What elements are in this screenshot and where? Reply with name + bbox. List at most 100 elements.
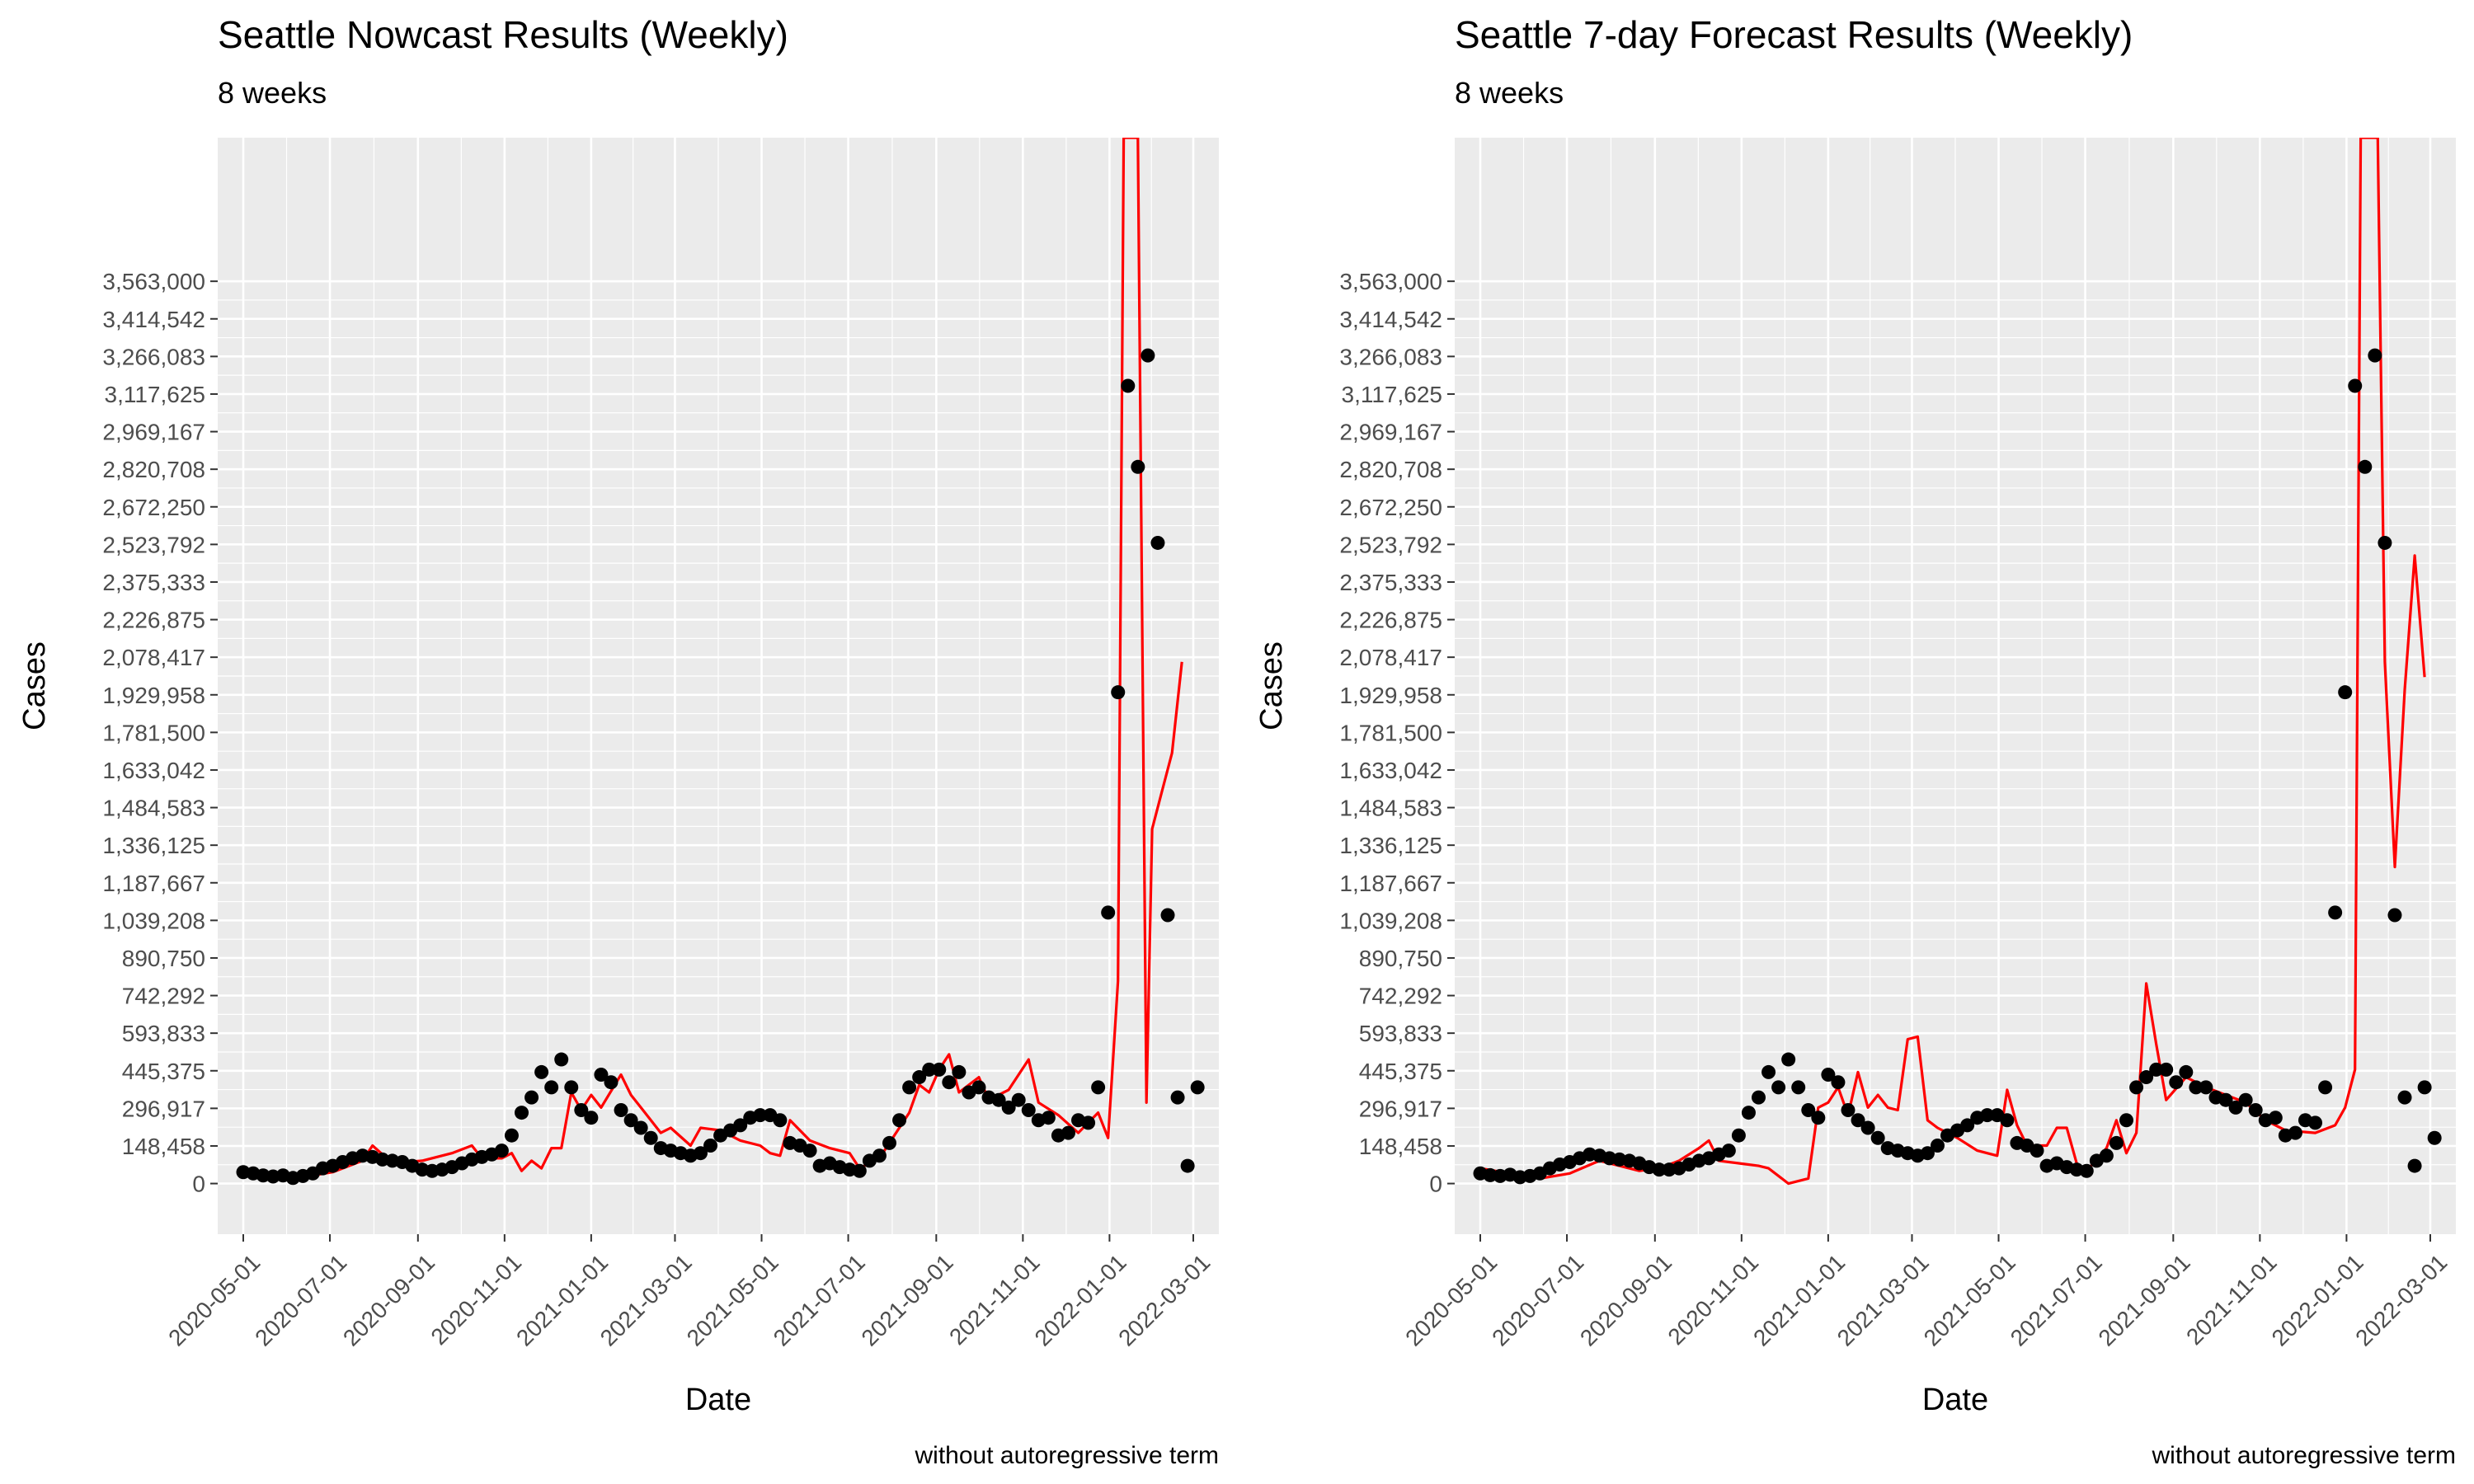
data-point [2238, 1092, 2253, 1107]
data-point [1841, 1102, 1856, 1117]
data-point [922, 1062, 937, 1077]
y-tick-label: 2,523,792 [1339, 532, 1442, 557]
data-point [614, 1102, 628, 1117]
y-tick-label: 148,458 [1359, 1134, 1442, 1159]
data-point [1041, 1111, 1056, 1125]
data-point [2397, 1090, 2412, 1105]
x-tick-label: 2021-11-01 [944, 1249, 1045, 1350]
data-point [1960, 1118, 1975, 1133]
y-tick-label: 3,563,000 [1339, 269, 1442, 294]
data-point [1741, 1106, 1756, 1120]
x-tick-label: 2022-03-01 [1113, 1249, 1215, 1350]
data-point [534, 1064, 549, 1079]
data-point [1781, 1052, 1796, 1067]
data-point [2407, 1158, 2422, 1173]
y-tick-label: 1,336,125 [1339, 833, 1442, 858]
data-point [504, 1128, 519, 1143]
y-tick-label: 3,414,542 [1339, 307, 1442, 332]
data-point [633, 1120, 648, 1135]
x-tick-label: 2021-05-01 [682, 1249, 783, 1350]
data-point [902, 1080, 917, 1095]
data-point [524, 1090, 539, 1105]
data-point [912, 1070, 927, 1085]
y-tick-label: 148,458 [122, 1134, 205, 1159]
y-tick-label: 2,078,417 [1339, 645, 1442, 670]
data-point [515, 1106, 529, 1120]
x-axis-label: Date [685, 1383, 751, 1417]
y-tick-label: 2,969,167 [102, 420, 205, 445]
y-tick-label: 742,292 [1359, 984, 1442, 1009]
y-axis-label: Cases [1254, 641, 1289, 730]
data-point [1761, 1064, 1776, 1079]
data-point [594, 1067, 609, 1082]
y-tick-label: 1,039,208 [1339, 908, 1442, 933]
data-point [693, 1146, 708, 1161]
y-tick-label: 445,375 [122, 1059, 205, 1084]
data-point [643, 1130, 658, 1145]
data-point [1131, 459, 1145, 474]
data-point [2427, 1130, 2442, 1145]
data-point [1791, 1080, 1806, 1095]
data-point [604, 1075, 618, 1090]
chart-title: Seattle 7-day Forecast Results (Weekly) [1455, 13, 2133, 56]
data-point [564, 1080, 579, 1095]
data-point [1930, 1138, 1945, 1153]
y-tick-label: 2,820,708 [1339, 457, 1442, 482]
data-point [1920, 1146, 1935, 1161]
y-tick-label: 2,226,875 [1339, 608, 1442, 633]
data-point [2189, 1080, 2204, 1095]
y-tick-label: 593,833 [122, 1021, 205, 1046]
y-tick-label: 296,917 [1359, 1096, 1442, 1121]
y-tick-label: 1,633,042 [102, 758, 205, 783]
x-tick-label: 2021-09-01 [857, 1249, 958, 1350]
y-tick-label: 890,750 [1359, 946, 1442, 971]
y-tick-label: 742,292 [122, 984, 205, 1009]
y-tick-label: 593,833 [1359, 1021, 1442, 1046]
data-point [2000, 1113, 2015, 1128]
data-point [942, 1075, 957, 1090]
data-point [2308, 1115, 2323, 1130]
x-tick-label: 2020-11-01 [1663, 1249, 1763, 1350]
x-axis-label: Date [1922, 1383, 1988, 1417]
data-point [1091, 1080, 1106, 1095]
data-point [1771, 1080, 1786, 1095]
data-point [2328, 905, 2343, 920]
y-tick-label: 3,563,000 [102, 269, 205, 294]
data-point [2378, 535, 2392, 550]
data-point [1860, 1120, 1875, 1135]
data-point [1111, 685, 1126, 700]
data-point [952, 1064, 967, 1079]
y-tick-label: 1,781,500 [1339, 720, 1442, 745]
data-point [1980, 1108, 1995, 1123]
data-point [574, 1102, 589, 1117]
x-tick-label: 2020-09-01 [1575, 1249, 1677, 1350]
y-tick-label: 1,336,125 [102, 833, 205, 858]
y-tick-label: 1,484,583 [1339, 796, 1442, 821]
data-point [2348, 378, 2363, 393]
data-point [852, 1163, 867, 1178]
chart-title: Seattle Nowcast Results (Weekly) [218, 13, 788, 56]
y-tick-label: 1,929,958 [1339, 683, 1442, 708]
data-point [1652, 1162, 1667, 1177]
data-point [2179, 1064, 2194, 1079]
y-tick-label: 2,375,333 [102, 570, 205, 595]
x-tick-label: 2020-07-01 [250, 1249, 351, 1350]
y-tick-label: 1,039,208 [102, 908, 205, 933]
y-tick-label: 2,672,250 [102, 495, 205, 520]
chart-subtitle: 8 weeks [218, 76, 327, 110]
y-tick-label: 3,266,083 [1339, 344, 1442, 369]
data-point [892, 1113, 907, 1128]
data-point [544, 1080, 559, 1095]
data-point [2159, 1062, 2174, 1077]
y-tick-label: 3,117,625 [1342, 382, 1443, 407]
chart-1: 2020-05-012020-07-012020-09-012020-11-01… [1254, 13, 2456, 1469]
data-point [1021, 1102, 1036, 1117]
x-tick-label: 2020-09-01 [338, 1249, 440, 1350]
y-tick-label: 3,414,542 [102, 307, 205, 332]
data-point [2139, 1070, 2154, 1085]
x-tick-label: 2021-11-01 [2181, 1249, 2282, 1350]
y-tick-label: 2,820,708 [102, 457, 205, 482]
plot-area [1473, 138, 2442, 1186]
data-point [773, 1113, 788, 1128]
data-point [2288, 1125, 2302, 1140]
